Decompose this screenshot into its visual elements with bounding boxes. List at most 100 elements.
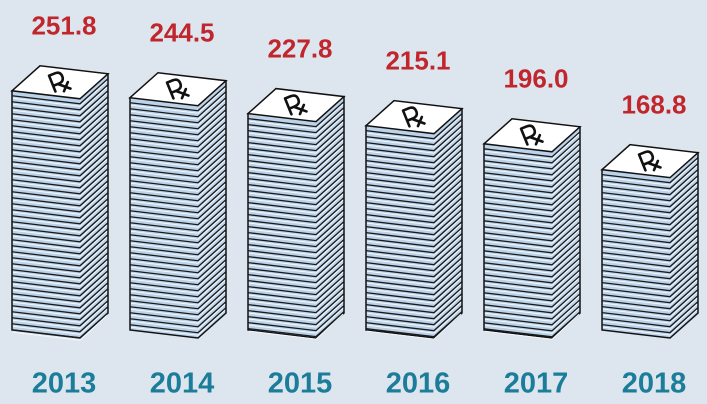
sheet-edge	[483, 143, 581, 170]
sheet-highlight	[248, 235, 344, 262]
sheet-highlight	[366, 289, 462, 316]
sheet-edge	[11, 138, 109, 165]
sheet-edge	[129, 211, 227, 238]
sheet-edge	[601, 175, 699, 202]
sheet-highlight	[12, 248, 108, 275]
sheet-highlight	[484, 313, 580, 340]
sheet-highlight	[130, 231, 226, 258]
sheet-edge	[11, 216, 109, 243]
sheet-edge	[11, 312, 109, 339]
sheet-highlight	[130, 255, 226, 282]
sheet-edge	[247, 173, 345, 200]
sheet-highlight	[12, 92, 108, 119]
sheet-highlight	[248, 187, 344, 214]
sheet-edge	[11, 198, 109, 225]
sheet-edge	[11, 282, 109, 309]
sheet-edge	[11, 186, 109, 213]
sheet-edge	[11, 120, 109, 147]
sheet-highlight	[130, 207, 226, 234]
sheet-edge	[483, 287, 581, 314]
sheet-edge	[11, 234, 109, 261]
sheet-edge	[365, 137, 463, 164]
sheet-edge	[483, 167, 581, 194]
sheet-highlight	[130, 117, 226, 144]
sheet-highlight	[12, 314, 108, 341]
sheet-highlight	[484, 229, 580, 256]
sheet-highlight	[12, 170, 108, 197]
sheet-highlight	[130, 249, 226, 276]
sheet-edge	[129, 289, 227, 316]
sheet-edge	[11, 156, 109, 183]
sheet-highlight	[130, 273, 226, 300]
sheet-edge	[129, 235, 227, 262]
sheet-highlight	[366, 301, 462, 328]
sheet-edge	[365, 221, 463, 248]
sheet-highlight	[484, 145, 580, 172]
sheet-highlight	[12, 140, 108, 167]
sheet-edge	[601, 193, 699, 220]
sheet-highlight	[602, 165, 698, 192]
value-label: 215.1	[385, 46, 450, 76]
sheet-edge	[247, 107, 345, 134]
sheet-highlight	[12, 236, 108, 263]
sheet-highlight	[12, 122, 108, 149]
sheet-edge	[601, 277, 699, 304]
sheet-edge	[247, 227, 345, 254]
sheet-edge	[365, 209, 463, 236]
sheet-highlight	[12, 212, 108, 239]
sheet-edge	[365, 293, 463, 320]
sheet-edge	[483, 155, 581, 182]
sheet-highlight	[130, 129, 226, 156]
sheet-edge	[129, 109, 227, 136]
sheet-edge	[365, 227, 463, 254]
sheet-highlight	[484, 211, 580, 238]
sheet-edge	[247, 119, 345, 146]
sheet-highlight	[12, 110, 108, 137]
sheet-edge	[483, 131, 581, 158]
sheet-edge	[365, 161, 463, 188]
sheet-highlight	[366, 235, 462, 262]
sheet-edge	[365, 155, 463, 182]
sheet-highlight	[248, 223, 344, 250]
sheet-edge	[11, 270, 109, 297]
stack	[10, 65, 110, 341]
sheet-edge	[129, 283, 227, 310]
sheet-highlight	[130, 189, 226, 216]
sheet-edge	[365, 125, 463, 152]
sheet-edge	[247, 197, 345, 224]
sheet-edge	[483, 173, 581, 200]
sheet-highlight	[484, 277, 580, 304]
sheet-highlight	[248, 139, 344, 166]
sheet-edge	[247, 257, 345, 284]
stack	[482, 118, 582, 340]
sheet-edge	[11, 264, 109, 291]
sheet-highlight	[248, 301, 344, 328]
rx-icon	[283, 94, 308, 116]
sheet-highlight	[366, 259, 462, 286]
sheet-edge	[247, 281, 345, 308]
sheet-highlight	[248, 271, 344, 298]
sheet-highlight	[366, 217, 462, 244]
sheet-highlight	[248, 211, 344, 238]
sheet-highlight	[12, 98, 108, 125]
sheet-edge	[601, 283, 699, 310]
sheet-edge	[365, 245, 463, 272]
sheet-highlight	[248, 175, 344, 202]
sheet-highlight	[366, 187, 462, 214]
sheet-highlight	[130, 237, 226, 264]
sheet-edge	[483, 239, 581, 266]
sheet-highlight	[602, 273, 698, 300]
sheet-edge	[11, 96, 109, 123]
sheet-edge	[483, 215, 581, 242]
sheet-highlight	[484, 223, 580, 250]
sheet-highlight	[130, 87, 226, 114]
sheet-highlight	[130, 99, 226, 126]
sheet-edge	[483, 257, 581, 284]
sheet-highlight	[130, 171, 226, 198]
sheet-highlight	[602, 279, 698, 306]
sheet-highlight	[12, 158, 108, 185]
stack	[364, 99, 464, 340]
sheet-edge	[365, 131, 463, 158]
sheet-highlight	[248, 133, 344, 160]
sheet-highlight	[248, 103, 344, 130]
